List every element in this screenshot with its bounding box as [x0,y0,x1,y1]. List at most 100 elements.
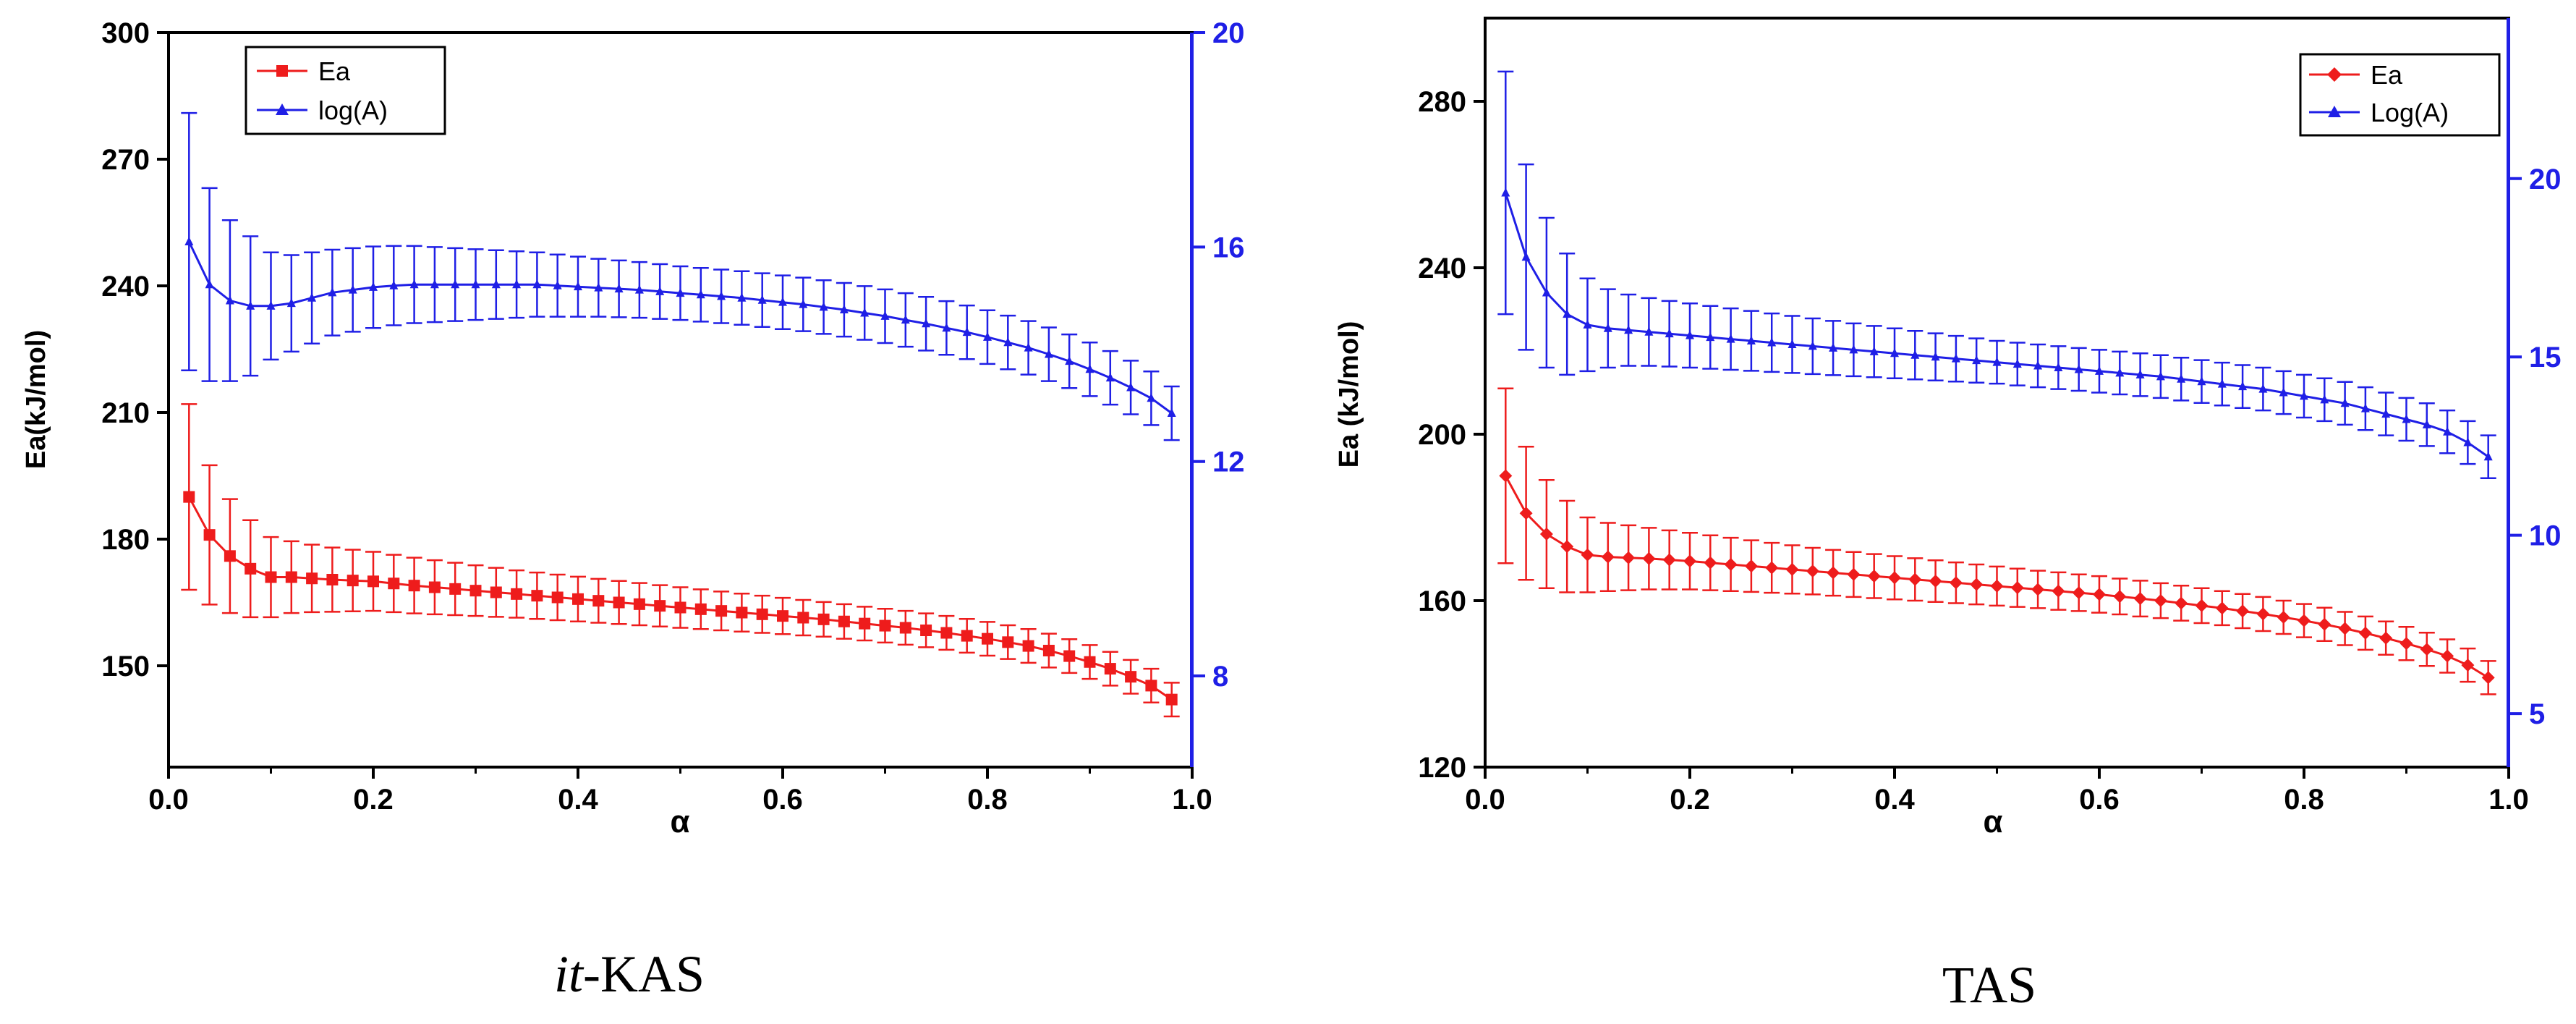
loga-point [1992,357,2002,366]
ea-point [1145,680,1157,692]
x-tick-label: 0.0 [1465,784,1505,816]
loga-point [369,282,378,291]
ea-point [2379,631,2393,645]
ea-point [224,550,236,562]
loga-point [2095,365,2104,375]
loga-point [553,280,562,289]
ea-point [613,596,625,609]
loga-point [1951,353,1960,363]
y-axis-title: Ea (kJ/mol) [1334,321,1364,468]
ea-point [2338,622,2352,635]
ea-point [1662,553,1676,567]
loga-point [512,279,522,289]
ea-point [367,575,379,588]
loga-point [634,284,644,294]
ea-point [1847,567,1861,581]
loga-point [1972,355,1981,365]
ea-point [1765,561,1779,575]
x-tick-label: 0.2 [1670,784,1710,816]
ea-point [2420,643,2433,656]
loga-point [2054,363,2063,371]
loga-point [1931,352,1940,361]
ea-point [797,612,809,624]
ea-point [2256,607,2270,621]
ea-point [736,606,748,619]
ea-point [2072,586,2086,600]
ea-point [1519,507,1533,520]
legend: Ea Log(A) [2299,53,2501,137]
loga-point [1788,339,1797,348]
ea-point [1022,640,1034,652]
loga-point [2238,381,2248,391]
ea-point [838,615,850,627]
loga-point [737,292,747,302]
loga-point [2217,378,2227,388]
loga-point [328,287,337,297]
ea-point [1827,566,1840,580]
loga-point [1644,326,1654,336]
loga-point [2320,394,2329,404]
ea-point [899,622,911,634]
ea-point [347,575,359,587]
y-tick-label: 150 [101,651,150,682]
x-tick-label: 0.2 [353,784,394,816]
loga-point [409,279,419,289]
loga-series-line [1504,192,2489,458]
ea-point [1002,636,1014,648]
loga-point [2300,391,2308,400]
loga-point [532,279,542,289]
loga-point [2340,398,2350,407]
ea-point [2215,601,2229,615]
x-tick-label: 0.6 [2079,784,2120,816]
y-tick-label: 300 [101,17,150,49]
ea-point [2297,614,2311,627]
ea-point [2154,594,2167,607]
legend-loga-marker [2328,106,2341,117]
loga-point [1147,393,1156,402]
ea-point [2236,604,2250,618]
loga-point [1746,336,1756,345]
loga-point [1869,346,1879,355]
loga-point [1686,330,1694,339]
ea-point [183,491,195,503]
loga-point [1890,348,1899,357]
loga-point [2463,437,2473,447]
loga-point [880,310,890,320]
ea-point [1165,693,1178,706]
ea-point [920,625,932,636]
ea-point [2481,671,2495,685]
ea-point [694,603,707,615]
loga-point [389,280,399,289]
loga-point [839,305,849,314]
loga-point [922,318,931,328]
ea-point [2277,611,2290,624]
loga-point [348,284,357,294]
loga-point [717,291,726,300]
loga-point [1126,382,1136,392]
loga-point [2012,359,2022,368]
y-right-tick-label: 16 [1212,232,1245,263]
ea-point [449,583,462,595]
x-tick-label: 0.0 [148,784,189,816]
ea-point [1888,571,1901,585]
legend-loga-marker [276,103,289,115]
loga-point [286,298,296,308]
caption-it-kas: it-KAS [554,945,705,1003]
loga-point [2177,373,2186,383]
right-axis-line [1190,33,1194,767]
ea-point [572,593,584,605]
loga-point [1167,408,1176,418]
ea-point [2113,590,2127,604]
ea-point [1949,576,1963,590]
ea-point [551,591,564,604]
chart-tas: 0.0 0.2 0.4 0.6 0.8 1.0 120 160 200 240 280 5 10 15 20… [1334,17,2562,1014]
y-right-tick-label: 20 [2529,164,2562,195]
loga-point [1583,319,1592,329]
legend-box [2299,53,2501,137]
ea-point [2195,598,2209,612]
loga-point [2115,368,2125,377]
legend-ea-marker [2327,67,2342,82]
loga-point [205,279,214,289]
loga-point [778,297,787,306]
loga-point [799,299,808,308]
